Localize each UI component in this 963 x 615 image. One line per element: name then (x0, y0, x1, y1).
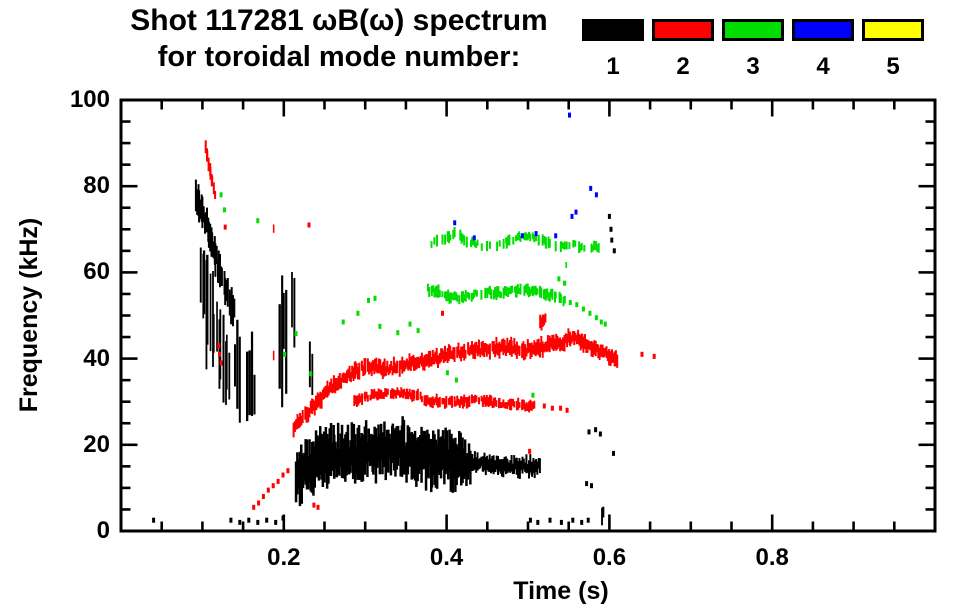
x-axis-title: Time (s) (513, 577, 609, 605)
mode-1-series (152, 179, 616, 526)
legend-swatch-4 (792, 19, 854, 41)
legend-label-4: 4 (816, 53, 830, 80)
figure-title-line1: Shot 117281 ωB(ω) spectrum (130, 4, 548, 37)
legend-swatch-2 (652, 19, 714, 41)
mode-4-series (453, 112, 598, 241)
legend-swatch-3 (722, 19, 784, 41)
legend-label-3: 3 (746, 53, 760, 80)
y-tick-label: 60 (83, 258, 110, 286)
mode-2-series (204, 140, 656, 510)
y-tick-label: 40 (83, 344, 110, 372)
figure-title: Shot 117281 ωB(ω) spectrum for toroidal … (100, 4, 578, 74)
y-tick-label: 0 (96, 517, 110, 544)
y-tick-label: 20 (83, 430, 110, 458)
x-tick-label: 0.4 (429, 544, 464, 571)
legend-label-5: 5 (886, 53, 900, 80)
mode-legend: 1 2 3 4 5 (582, 19, 942, 89)
legend-label-1: 1 (606, 53, 620, 80)
figure-title-line2: for toroidal mode number: (157, 41, 521, 73)
x-tick-label: 0.8 (755, 544, 789, 571)
legend-swatch-1 (582, 19, 644, 41)
legend-label-2: 2 (676, 53, 690, 80)
x-tick-label: 0.2 (267, 544, 301, 571)
y-tick-label: 80 (83, 172, 110, 200)
y-tick-label: 100 (69, 86, 110, 113)
mode-3-series (219, 192, 607, 398)
x-tick-label: 0.6 (592, 544, 627, 571)
legend-swatch-5 (862, 19, 924, 41)
plot-box (119, 98, 937, 533)
